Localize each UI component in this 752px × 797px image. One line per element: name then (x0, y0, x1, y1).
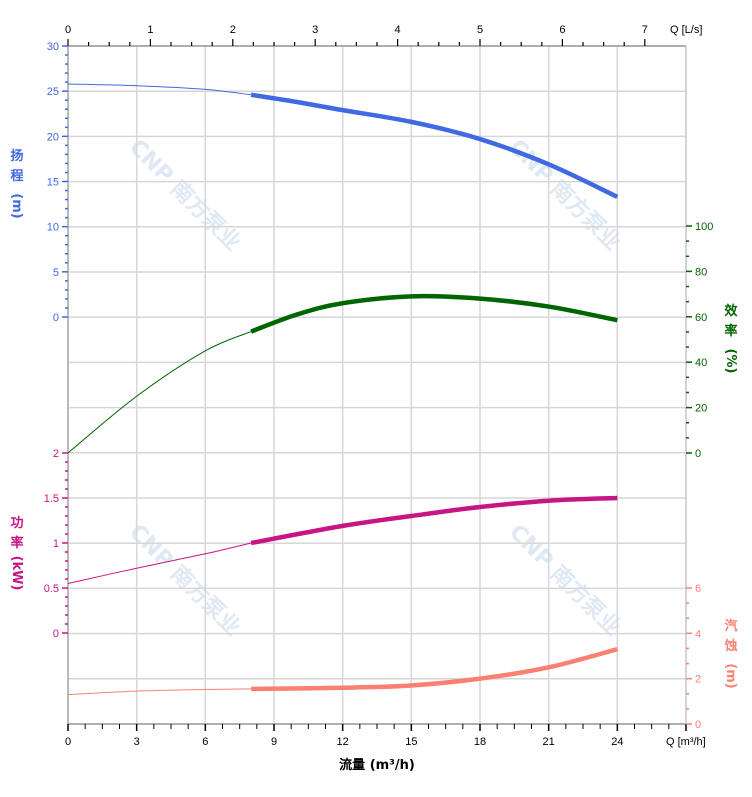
efficiency-curve-extended (67, 331, 252, 454)
x-tick-label: 21 (543, 736, 555, 748)
head-curve-extended (67, 83, 252, 96)
efficiency-curve-operating (250, 293, 618, 334)
head-axis-title-char: 扬 (10, 148, 23, 164)
power-tick-label: 0 (53, 628, 59, 640)
efficiency-axis-title-char: 率 (724, 323, 737, 339)
x-top-tick-label: 6 (559, 24, 565, 36)
efficiency-tick-label: 80 (695, 266, 707, 278)
x-axis-title: 流量 (m³/h) (339, 757, 415, 773)
head-tick-label: 30 (47, 41, 59, 53)
head-axis-title-char: 程 (10, 169, 23, 184)
head-tick-label: 0 (53, 312, 59, 324)
efficiency-tick-label: 40 (695, 357, 707, 369)
power-tick-label: 2 (53, 448, 59, 460)
watermark-logo: CNP 南方泵业 (124, 134, 246, 256)
power-tick-label: 1 (53, 538, 59, 550)
efficiency-tick-label: 100 (695, 221, 713, 233)
axes: 0 3 6 9 12 15 18 21 240 1 2 3 4 5 6 7051015202530扬程(m)0… (9, 24, 738, 748)
head-tick-label: 5 (53, 267, 59, 279)
head-axis-unit: (m) (9, 193, 24, 218)
efficiency-axis-unit: (%) (723, 349, 738, 374)
npsh-axis-title-char: 蚀 (723, 638, 737, 654)
x-tick-label: 15 (405, 736, 417, 748)
power-axis-title-char: 率 (10, 535, 23, 551)
npsh-axis-unit: (m) (723, 663, 738, 688)
power-axis-unit: (kW) (9, 556, 24, 591)
x-tick-label: 6 (202, 736, 208, 748)
head-tick-label: 20 (47, 131, 59, 143)
head-tick-label: 10 (47, 222, 59, 234)
head-curve-operating (250, 92, 619, 199)
npsh-tick-label: 6 (695, 583, 701, 595)
x-top-tick-label: 7 (642, 24, 648, 36)
watermark-logo: CNP 南方泵业 (504, 519, 626, 641)
x-tick-label: 18 (474, 736, 486, 748)
efficiency-tick-label: 60 (695, 312, 707, 324)
head-tick-label: 15 (47, 177, 59, 189)
x-tick-label: 3 (134, 736, 140, 748)
x-tick-label: 24 (611, 736, 623, 748)
efficiency-tick-label: 20 (695, 403, 707, 415)
x-top-tick-label: 3 (312, 24, 318, 36)
power-tick-label: 1.5 (44, 493, 59, 505)
efficiency-axis-title-char: 效 (724, 303, 738, 319)
npsh-tick-label: 2 (695, 674, 701, 686)
x-unit-label: Q [m³/h] (666, 736, 706, 748)
efficiency-tick-label: 0 (695, 448, 701, 460)
x-top-tick-label: 1 (147, 24, 153, 36)
npsh-tick-label: 4 (695, 628, 701, 640)
x-top-tick-label: 5 (477, 24, 483, 36)
x-top-unit-label: Q [L/s] (670, 24, 702, 36)
watermark-logo: CNP 南方泵业 (124, 519, 246, 641)
power-axis-title-char: 功 (10, 516, 23, 531)
npsh-axis-title-char: 汽 (724, 618, 737, 634)
power-tick-label: 0.5 (44, 583, 59, 595)
x-top-tick-label: 0 (65, 24, 71, 36)
curves (67, 83, 619, 696)
x-tick-label: 12 (337, 736, 349, 748)
x-top-tick-label: 2 (230, 24, 236, 36)
head-tick-label: 25 (47, 86, 59, 98)
npsh-curve-extended (67, 688, 252, 696)
npsh-curve-operating (251, 647, 618, 692)
x-tick-label: 9 (271, 736, 277, 748)
power-curve-extended (67, 542, 252, 584)
x-top-tick-label: 4 (395, 24, 401, 36)
npsh-tick-label: 0 (695, 719, 701, 731)
x-tick-label: 0 (65, 736, 71, 748)
power-curve-operating (250, 495, 618, 546)
